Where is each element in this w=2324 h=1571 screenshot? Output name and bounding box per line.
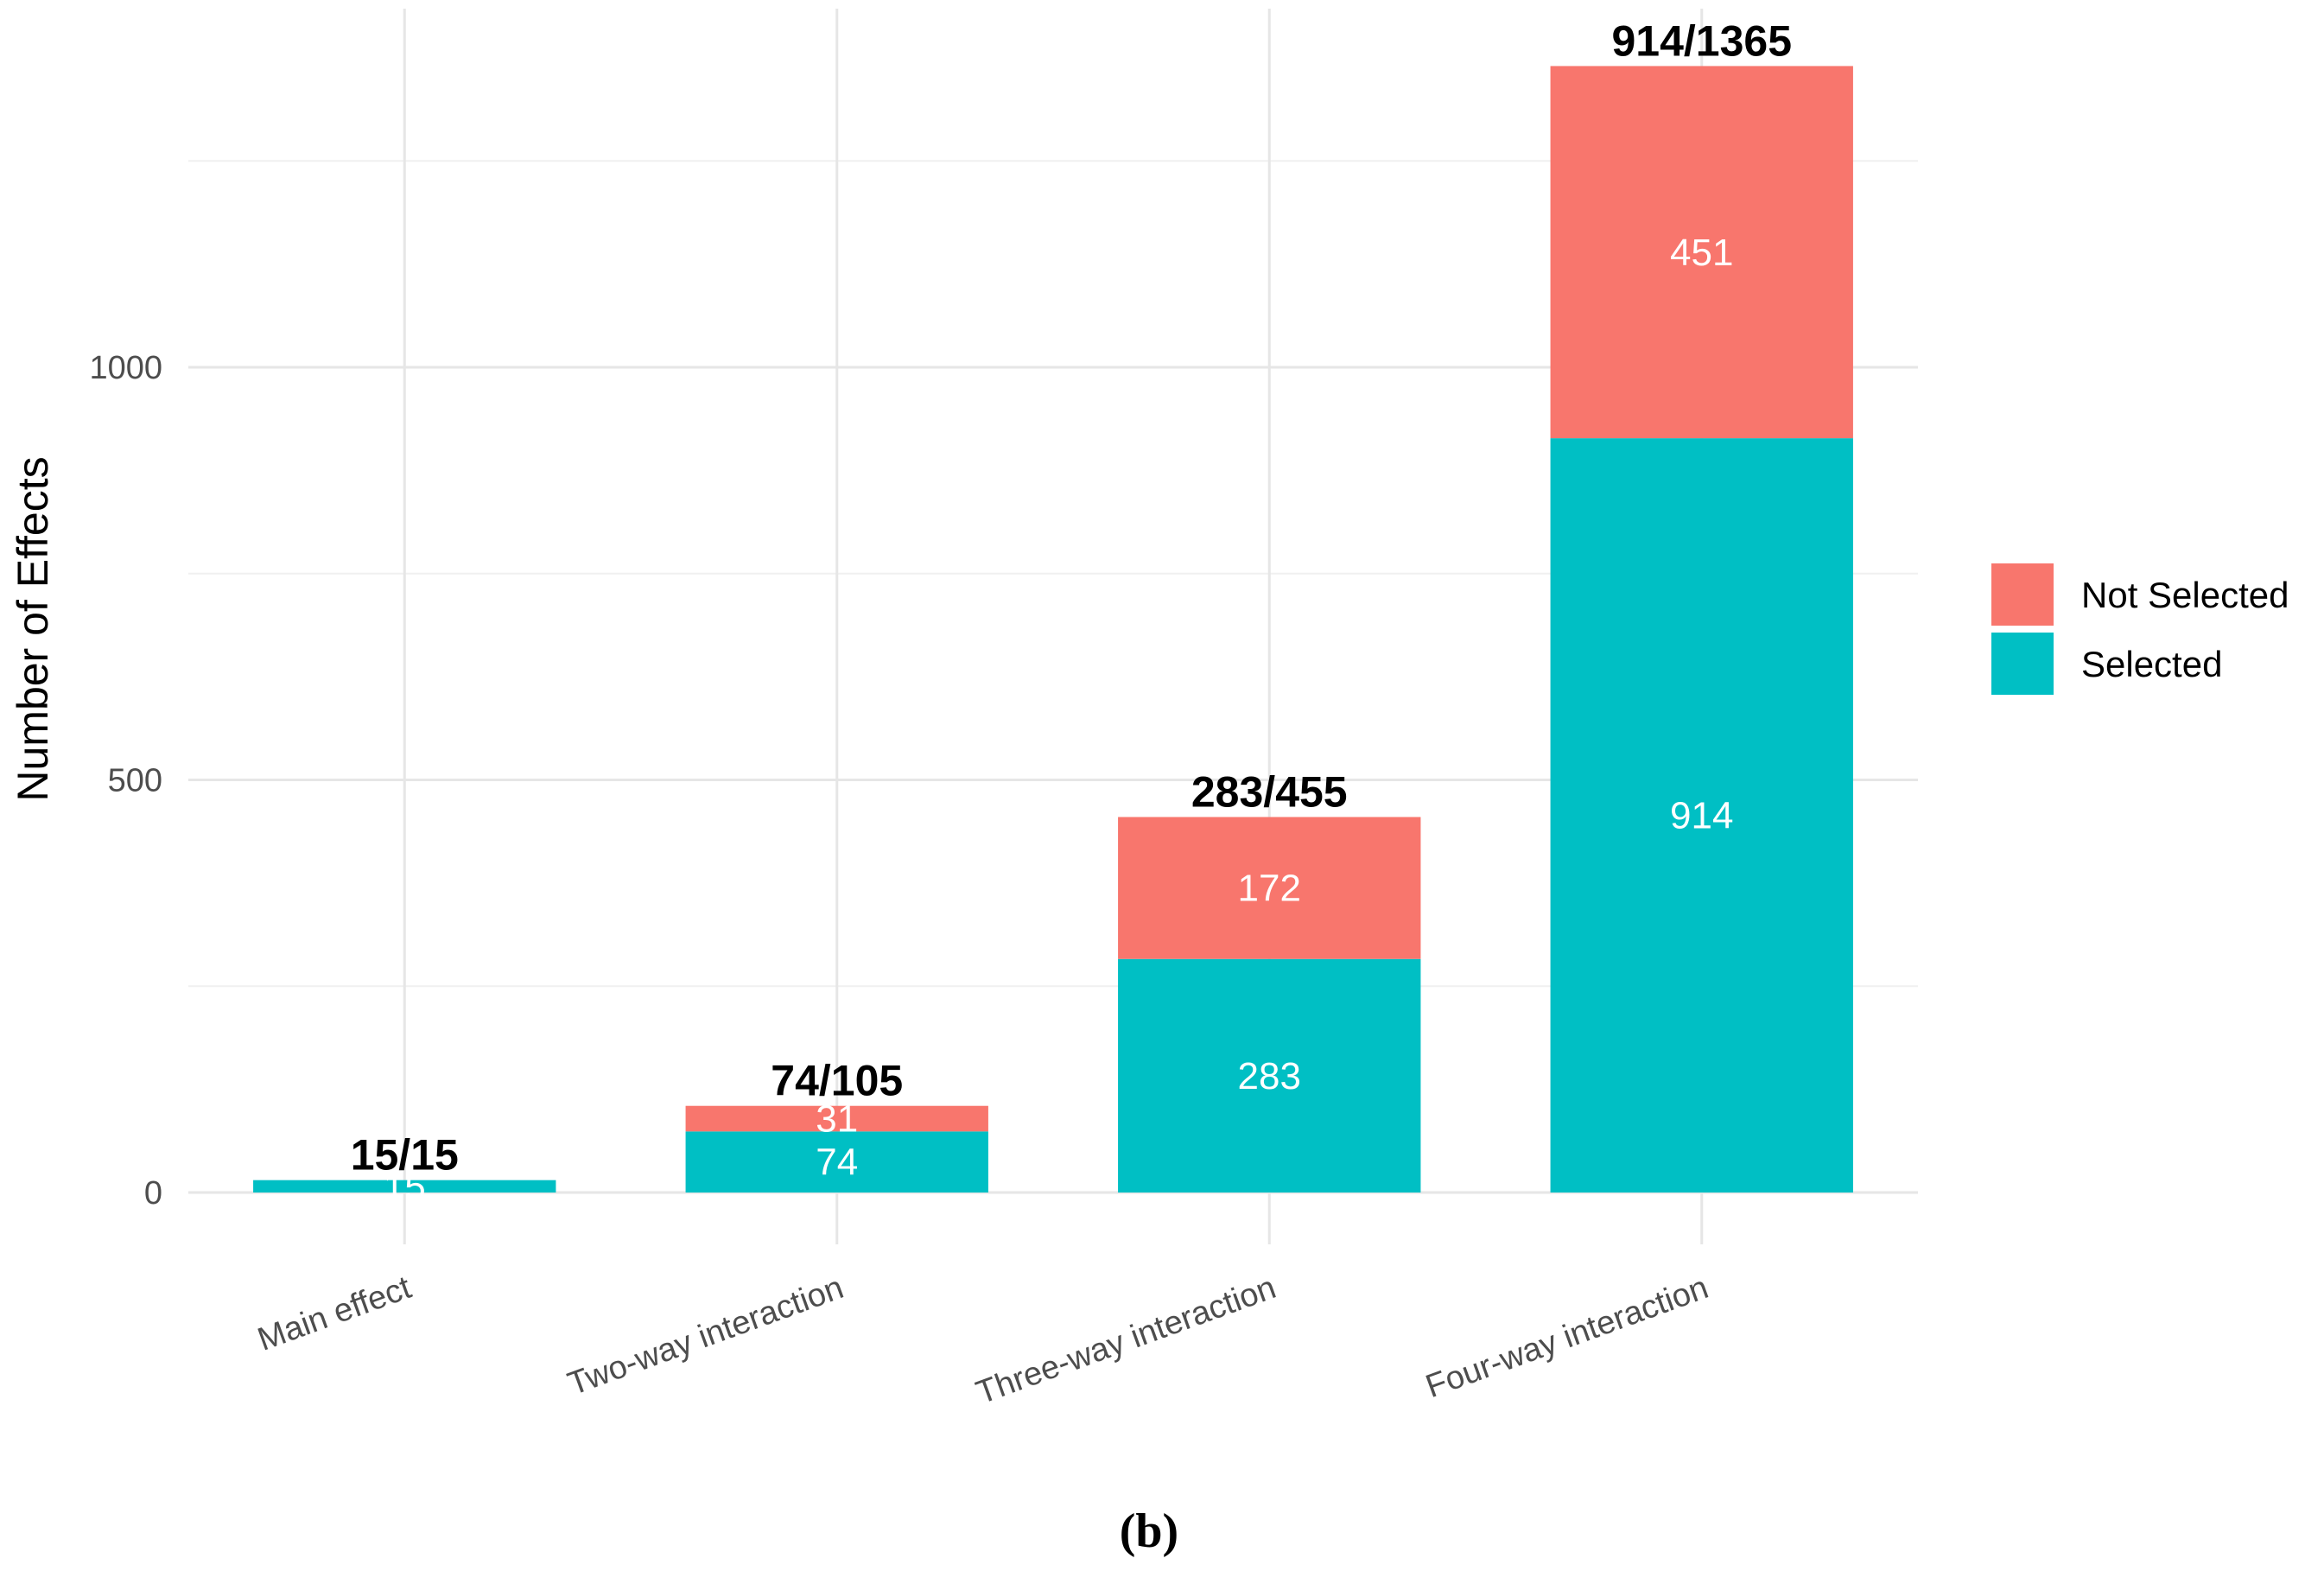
total-label: 74/105 xyxy=(771,1057,903,1105)
y-tick-label: 0 xyxy=(144,1175,162,1212)
total-label: 15/15 xyxy=(351,1131,459,1180)
x-tick-label: Two-way interaction xyxy=(563,1269,848,1402)
legend-label: Not Selected xyxy=(2081,575,2289,615)
legend-label: Selected xyxy=(2081,644,2222,684)
x-tick-label: Main effect xyxy=(253,1269,416,1358)
segment-label-not-selected: 451 xyxy=(1670,232,1733,274)
segment-label-not-selected: 172 xyxy=(1238,868,1301,910)
bar-not-selected xyxy=(685,1105,988,1132)
segment-label-not-selected: 31 xyxy=(816,1098,858,1141)
segment-label-selected: 914 xyxy=(1670,795,1733,837)
total-label: 283/455 xyxy=(1191,767,1348,816)
segment-label-selected: 74 xyxy=(816,1142,858,1184)
bars xyxy=(253,66,1853,1193)
total-label: 914/1365 xyxy=(1611,16,1792,65)
x-tick-label: Three-way interaction xyxy=(972,1269,1281,1411)
legend-key xyxy=(1991,563,2054,626)
bar-selected xyxy=(253,1180,556,1193)
bar-selected xyxy=(1550,438,1853,1193)
segment-label-selected: 15 xyxy=(384,1166,426,1208)
y-tick-label: 1000 xyxy=(89,350,162,386)
bar-selected xyxy=(685,1131,988,1193)
x-tick-label: Four-way interaction xyxy=(1421,1269,1713,1405)
segment-label-selected: 283 xyxy=(1238,1055,1301,1097)
panel-caption: (b) xyxy=(1120,1504,1178,1558)
y-tick-label: 500 xyxy=(108,763,162,799)
bar-not-selected xyxy=(1118,817,1421,959)
y-axis-title: Number of Effects xyxy=(9,456,57,801)
legend-key xyxy=(1991,633,2054,695)
legend: Not Selected Selected xyxy=(1991,563,2289,695)
bar-not-selected xyxy=(1550,66,1853,439)
bar-selected xyxy=(1118,958,1421,1193)
axes: 0 500 1000 Main effect Two-way interaction Th… xyxy=(89,350,1712,1411)
